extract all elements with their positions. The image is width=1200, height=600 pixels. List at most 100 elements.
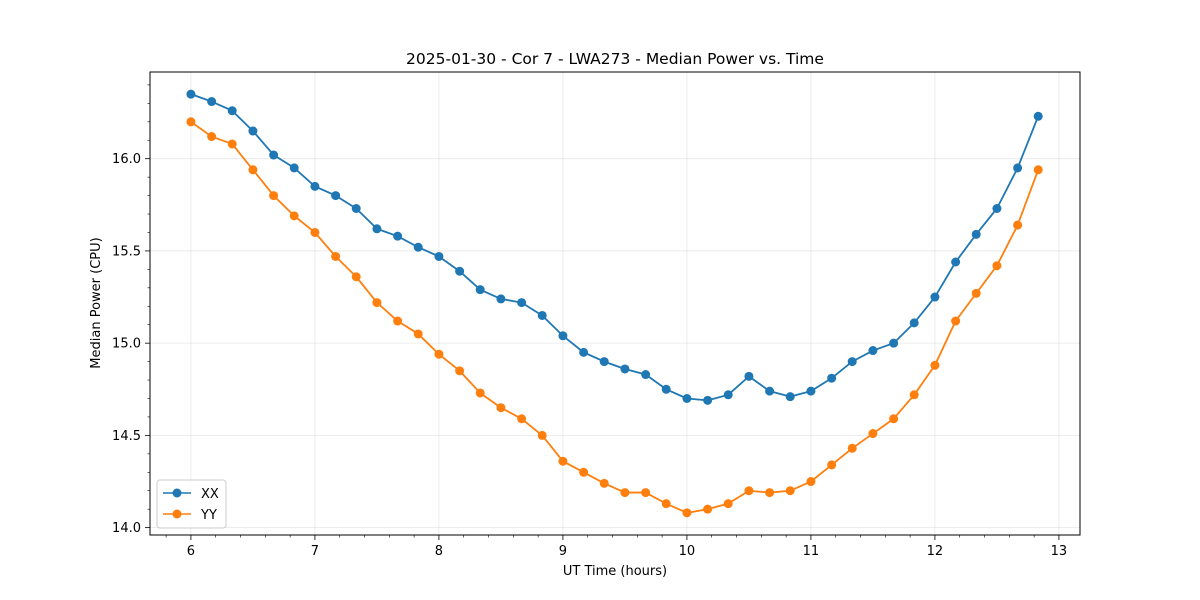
y-tick-label: 16.0: [112, 152, 141, 167]
data-point-yy: [434, 349, 444, 359]
data-point-yy: [785, 486, 795, 496]
data-point-yy: [475, 388, 485, 398]
data-point-yy: [744, 486, 754, 496]
plot-frame: [149, 71, 1081, 536]
data-point-xx: [1013, 163, 1023, 173]
y-tick-label: 14.5: [112, 429, 141, 444]
data-point-yy: [909, 390, 919, 400]
data-point-xx: [351, 204, 361, 213]
data-point-xx: [868, 346, 878, 356]
x-tick-label: 8: [435, 544, 443, 559]
series-xx: [186, 89, 1043, 405]
data-point-xx: [599, 357, 609, 367]
data-point-yy: [765, 488, 775, 498]
data-point-yy: [393, 316, 403, 326]
data-point-xx: [806, 386, 816, 396]
data-point-yy: [847, 443, 857, 453]
data-point-xx: [372, 224, 382, 234]
data-point-xx: [785, 392, 795, 402]
data-point-yy: [682, 508, 692, 518]
x-tick-label: 13: [1051, 544, 1068, 559]
series-line-yy: [190, 121, 1040, 514]
legend-marker-xx: [172, 488, 182, 498]
data-point-yy: [1033, 165, 1043, 175]
data-point-xx: [413, 242, 423, 252]
data-point-yy: [248, 165, 258, 175]
data-point-xx: [579, 347, 589, 357]
data-point-xx: [723, 390, 733, 400]
data-point-yy: [889, 414, 899, 424]
data-point-xx: [537, 310, 547, 320]
y-tick-label: 14.0: [112, 521, 141, 536]
data-point-xx: [765, 386, 775, 396]
y-axis-label: Median Power (CPU): [89, 237, 104, 368]
x-tick-label: 6: [187, 544, 195, 559]
grid: [150, 72, 1080, 535]
data-point-yy: [827, 460, 837, 470]
data-point-yy: [930, 360, 940, 370]
legend-label-yy: YY: [200, 508, 217, 523]
data-point-yy: [868, 429, 878, 439]
data-point-xx: [227, 106, 237, 116]
x-tick-label: 9: [559, 544, 567, 559]
data-point-xx: [744, 371, 754, 381]
axis-ticks: 6 7 8 9 10 11 12 13 14.0 14.5 15.0 15.5 16.0: [112, 84, 1068, 559]
legend-label-xx: XX: [201, 487, 219, 502]
data-point-yy: [806, 477, 816, 487]
data-point-yy: [1013, 220, 1023, 230]
data-point-yy: [951, 316, 961, 326]
data-point-yy: [455, 366, 465, 376]
x-tick-label: 11: [803, 544, 820, 559]
data-point-yy: [351, 272, 361, 282]
data-point-xx: [620, 364, 630, 374]
data-point-xx: [517, 298, 527, 308]
data-point-xx: [847, 357, 857, 367]
data-point-xx: [248, 126, 258, 136]
y-tick-label: 15.5: [112, 244, 141, 259]
data-point-xx: [827, 373, 837, 383]
data-point-xx: [889, 338, 899, 348]
data-point-xx: [971, 229, 981, 239]
data-point-xx: [703, 395, 713, 405]
data-point-xx: [207, 97, 217, 107]
data-point-xx: [1033, 111, 1043, 121]
data-point-yy: [186, 117, 196, 127]
data-point-xx: [682, 394, 692, 403]
data-point-xx: [434, 251, 444, 261]
data-point-yy: [269, 191, 279, 201]
data-point-xx: [186, 89, 196, 99]
data-point-yy: [517, 414, 527, 424]
data-point-xx: [558, 331, 568, 341]
data-point-yy: [207, 132, 217, 142]
series-yy: [186, 117, 1043, 518]
x-tick-label: 12: [927, 544, 944, 559]
x-tick-label: 7: [311, 544, 319, 559]
data-point-xx: [269, 150, 279, 160]
data-point-xx: [661, 384, 671, 394]
data-point-yy: [227, 139, 237, 149]
data-point-yy: [372, 298, 382, 308]
data-point-xx: [393, 231, 403, 241]
data-point-yy: [310, 227, 320, 237]
data-point-xx: [909, 318, 919, 328]
data-point-yy: [558, 456, 568, 466]
data-point-yy: [723, 499, 733, 509]
data-point-yy: [620, 488, 630, 498]
legend-marker-yy: [172, 509, 182, 519]
y-tick-label: 15.0: [112, 337, 141, 352]
data-point-xx: [331, 191, 341, 201]
x-tick-label: 10: [679, 544, 696, 559]
data-point-xx: [475, 285, 485, 295]
data-point-xx: [992, 204, 1002, 213]
data-point-xx: [496, 294, 506, 304]
data-point-yy: [971, 288, 981, 298]
data-point-yy: [537, 430, 547, 440]
data-point-yy: [496, 403, 506, 413]
data-point-yy: [599, 478, 609, 488]
data-point-yy: [992, 261, 1002, 271]
data-point-xx: [641, 370, 651, 380]
data-point-yy: [413, 329, 423, 339]
data-point-yy: [661, 499, 671, 509]
